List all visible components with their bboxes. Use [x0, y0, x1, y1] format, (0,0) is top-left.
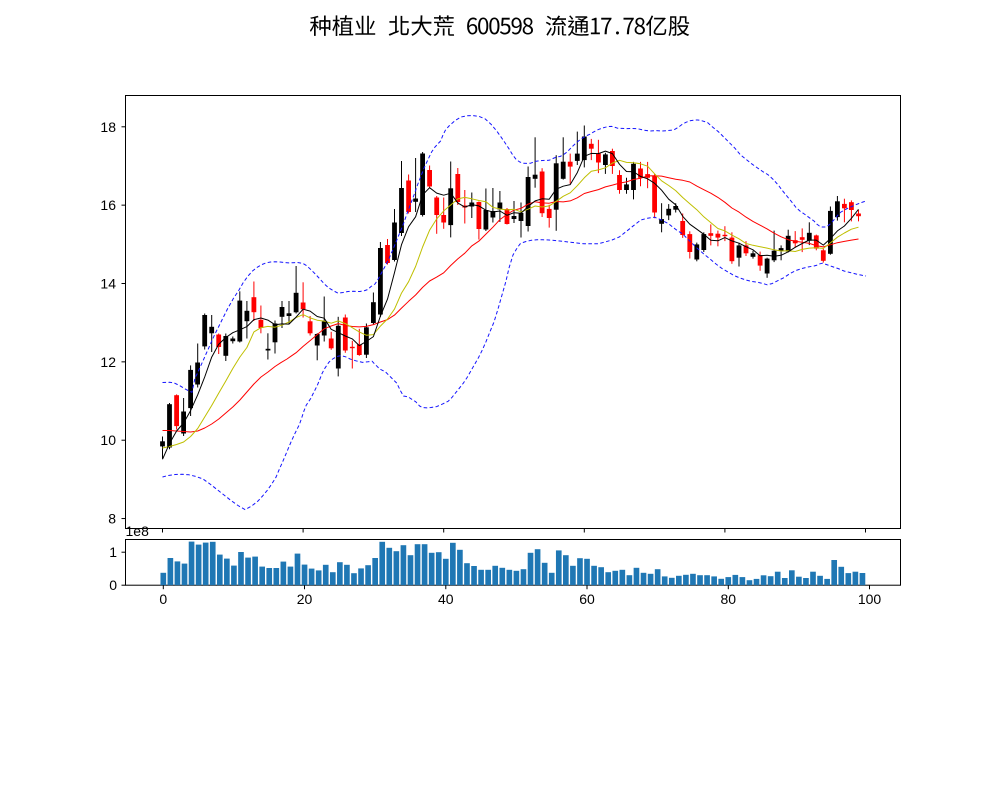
svg-text:16: 16	[100, 197, 116, 213]
svg-text:1e8: 1e8	[126, 523, 150, 539]
svg-text:8: 8	[108, 511, 116, 527]
svg-text:60: 60	[579, 591, 595, 607]
svg-text:10: 10	[100, 432, 116, 448]
svg-text:100: 100	[858, 591, 882, 607]
svg-text:80: 80	[721, 591, 737, 607]
svg-text:0: 0	[109, 577, 117, 593]
svg-text:18: 18	[100, 119, 116, 135]
svg-text:0: 0	[159, 591, 167, 607]
svg-text:12: 12	[100, 354, 116, 370]
svg-text:14: 14	[100, 276, 116, 292]
svg-text:40: 40	[438, 591, 454, 607]
svg-text:1: 1	[109, 544, 117, 560]
svg-text:20: 20	[297, 591, 313, 607]
